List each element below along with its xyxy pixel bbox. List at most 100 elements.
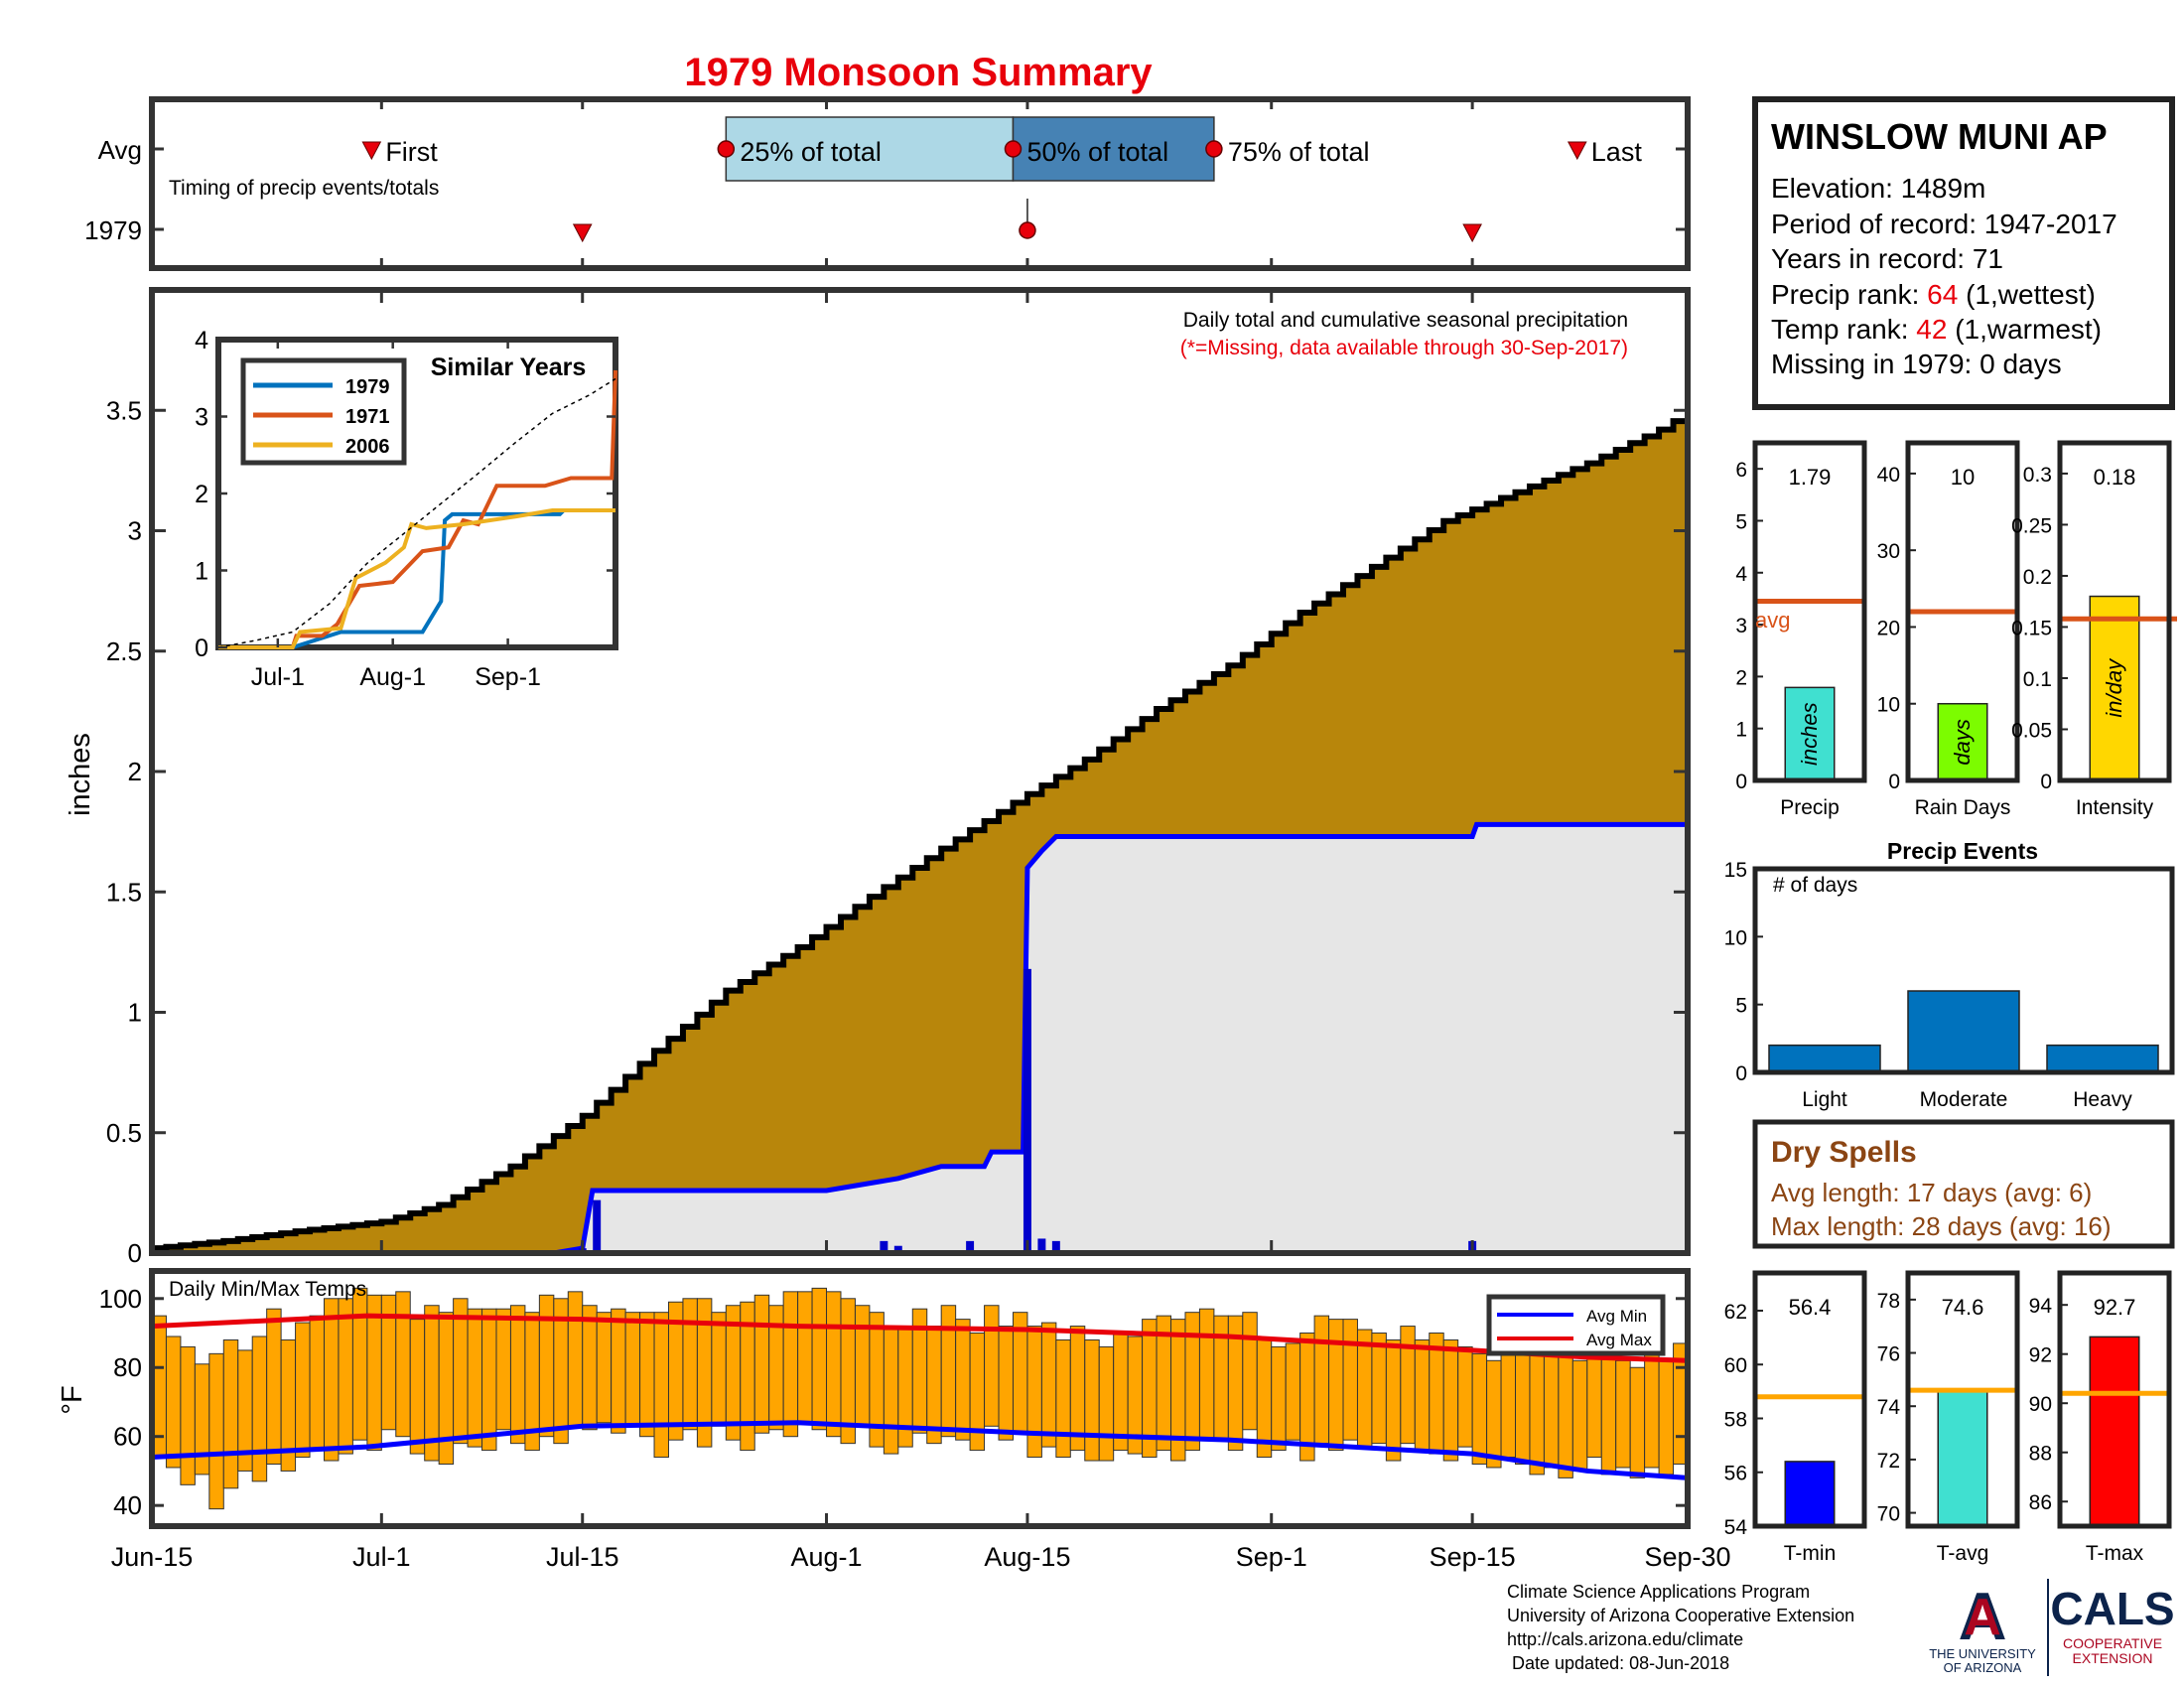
daily-temp-bar [1658,1359,1675,1476]
daily-temp-bar [653,1312,669,1459]
daily-temp-bar [222,1338,239,1489]
daily-temp-bar [854,1305,871,1427]
panel-ytick-label: 6 [1735,459,1747,482]
similar-years-inset: 0 1 2 3 4 Jul-1 Aug-1 Sep-1 Similar Years 1979 … [195,327,618,691]
panel-frame [1752,440,1867,783]
panel-ytick-label: 88 [2029,1443,2052,1466]
daily-temp-bar [596,1312,613,1424]
summary-bar [2089,595,2140,781]
daily-temp-bar [940,1305,957,1438]
inset-xtick-label: Jul-1 [251,663,305,691]
daily-temp-bar [409,1319,426,1455]
date-label: Sep-15 [1430,1542,1516,1572]
panel-unit: inches [1797,702,1822,766]
footer-line2: University of Arizona Cooperative Extens… [1507,1606,1854,1625]
panel-unit: days [1950,719,1975,765]
panel-ytick-label: 76 [1877,1343,1900,1366]
summary-bar-panel: 0 10 20 30 40 10 days Rain Days [1877,440,2020,819]
temp-ylabel: °F [57,1385,88,1414]
panel-ytick-label: 0.25 [2011,514,2052,537]
inset-xtick-label: Sep-1 [475,663,541,691]
temp-ytick-label: 40 [113,1490,142,1520]
daily-temp-bar [567,1291,584,1427]
date-label: Sep-1 [1236,1542,1307,1572]
panel-frame [1905,440,2020,783]
station-precip-rank: Precip rank: 64 (1,wettest) [1771,279,2096,310]
daily-temp-bar [1113,1333,1129,1452]
cals-logo: CALS COOPERATIVE EXTENSION [2050,1583,2174,1666]
panel-ytick-label: 0 [2040,771,2052,793]
panel-ytick-label: 86 [2029,1491,2052,1514]
panel-ytick-label: 70 [1877,1503,1900,1526]
daily-temp-bar [1457,1345,1473,1448]
inset-legend: 1979 1971 2006 [240,357,407,466]
daily-temp-bar [323,1298,340,1462]
footer: Climate Science Applications Program Uni… [1507,1579,2175,1676]
panel-ytick-label: 60 [1724,1354,1747,1377]
daily-precip-bar [1051,1240,1060,1253]
temp-ytick-label: 80 [113,1352,142,1382]
panel-ytick-label: 40 [1877,464,1900,487]
legend-label-1971: 1971 [345,406,390,428]
season-temp-panels: 54 56 58 60 62 56.4 T-min 70 72 74 76 78 74.6 T-avg 86… [1724,1270,2172,1565]
daily-temp-bar [1342,1319,1358,1441]
precip-ytick-label: 2.5 [106,636,142,666]
panel-ytick-label: 0.1 [2023,668,2052,691]
daily-temp-bar [1515,1352,1531,1465]
temp-panel: 40 60 80 100 Daily Min/Max Temps °F Avg Min… [57,1268,1731,1572]
daily-temp-bar [711,1312,727,1427]
timing-1979-first-marker [572,223,593,243]
daily-temp-bar [1500,1345,1517,1459]
year-cumulative-area [152,824,1688,1253]
daily-precip-bar [1023,968,1031,1253]
footer-line4: Date updated: 08-Jun-2018 [1507,1653,1729,1673]
daily-temp-bar [165,1336,182,1469]
inset-axis-ticks: 0 1 2 3 4 Jul-1 Aug-1 Sep-1 [195,327,615,691]
timing-avg-first-marker [361,141,382,161]
summary-bar [1784,1461,1836,1527]
daily-temp-bar [495,1308,511,1431]
daily-temp-bar [826,1291,842,1438]
daily-temp-bar [351,1287,368,1441]
timing-caption: Timing of precip events/totals [169,177,439,200]
timing-box-50-75 [1012,116,1215,182]
date-label: Jun-15 [111,1542,194,1572]
daily-temp-bar [309,1315,325,1452]
precip-avg-label: avg [1755,608,1790,633]
daily-temp-bar [998,1326,1014,1441]
timing-1979-50-marker [1019,221,1036,239]
timing-ticks [152,99,1688,268]
daily-temp-bar [639,1312,655,1438]
date-label: Jul-1 [352,1542,411,1572]
panel-ytick-label: 0.15 [2011,617,2052,639]
panel-ytick-label: 0.3 [2023,464,2052,487]
panel-ytick-label: 72 [1877,1450,1900,1473]
daily-temp-bar [467,1308,483,1448]
daily-temp-bar [1385,1338,1402,1462]
daily-temp-bar [1242,1312,1258,1431]
timing-avg-50-marker [1004,140,1023,158]
precip-ytick-label: 1 [128,998,142,1028]
daily-precip-bar [1037,1238,1046,1253]
station-info-box: WINSLOW MUNI AP Elevation: 1489m Period … [1752,96,2175,410]
summary-bar-panel: 0 1 2 3 4 5 6 1.79 inches Precip [1735,440,1867,819]
daily-precip-bar [880,1240,888,1253]
cals-logo-text: CALS [2050,1583,2174,1634]
daily-temp-bar [1429,1333,1444,1455]
panel-value: 1.79 [1789,465,1832,490]
events-ytick-label: 15 [1724,859,1747,882]
summary-bar-panel: 86 88 90 92 94 92.7 T-max [2029,1270,2172,1565]
precip-ytick-label: 3 [128,516,142,546]
daily-temp-bar [955,1319,971,1441]
date-label: Aug-1 [790,1542,862,1572]
panel-name: T-max [2086,1542,2144,1565]
daily-temp-bar [1558,1352,1573,1478]
timing-75-label: 75% of total [1228,137,1370,167]
precip-note-line2: (*=Missing, data available through 30-Se… [1180,337,1628,359]
precip-ytick-label: 0.5 [106,1118,142,1148]
inset-line [218,508,615,649]
daily-temp-bar [582,1305,598,1431]
daily-temp-bar [509,1305,526,1445]
panel-ytick-label: 56 [1724,1463,1747,1485]
